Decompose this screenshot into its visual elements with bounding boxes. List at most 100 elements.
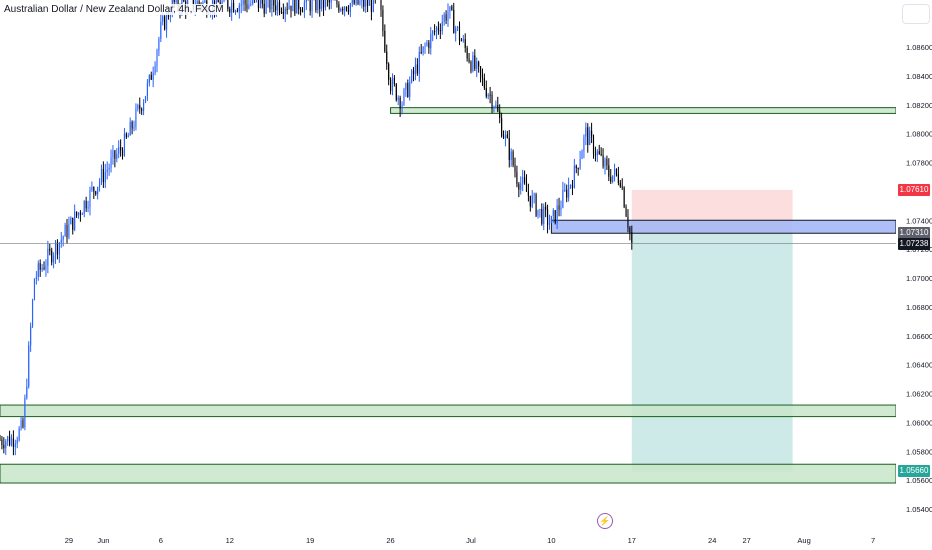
candle [118,140,120,159]
candle [252,0,254,6]
candle [3,437,5,454]
candle-body [31,299,34,326]
sr-zone-1[interactable] [390,107,897,114]
candle [629,225,631,241]
candle [591,122,593,144]
candle-body [418,52,420,74]
candle [610,169,612,185]
candle [28,341,30,389]
candle-body [227,0,229,9]
candle [529,195,531,212]
candle-body [470,62,472,72]
sr-zone-3[interactable] [0,463,897,484]
lightning-icon[interactable]: ⚡ [597,513,613,529]
price-tick-label: 1.07800 [906,159,932,168]
candle-body [234,10,237,12]
candle [31,298,34,328]
candle-body [0,439,1,441]
time-axis[interactable]: 29 Jun 6 12 19 26 Jul 10 17 24 27 Aug 7 [0,529,932,545]
candle-body [87,207,89,209]
candle [62,235,64,247]
candle [374,0,376,4]
candle [359,0,361,6]
candle-body [93,186,95,192]
candle [564,183,566,193]
candle-body [8,436,11,446]
candle [535,192,537,218]
candle-body [625,207,627,217]
candle [449,6,451,19]
sr-zone-2[interactable] [0,404,897,418]
candle-body [468,58,470,63]
candle-body [252,0,254,4]
candle [569,184,572,189]
candle [594,146,596,162]
take-profit-area[interactable] [631,233,793,472]
candle-body [79,212,81,215]
candle [395,83,397,102]
candle-body [43,267,45,270]
candle-body [37,263,39,277]
candle [491,91,493,114]
candle [236,8,238,13]
candle [587,123,589,153]
candle-body [112,150,114,158]
candle [504,130,507,147]
candle [357,0,359,6]
candle [577,167,579,176]
candle [554,210,556,225]
candle [131,120,133,135]
candle-body [319,0,321,9]
candle-body [583,136,585,152]
candle-body [198,1,200,5]
candle-body [250,3,252,5]
candle-body [573,165,575,189]
candle-body [284,8,286,14]
candle-body [623,187,625,208]
candle-body [491,94,493,109]
candle-body [604,159,606,167]
candle-body [24,397,26,428]
candle-body [527,191,529,196]
candle-body [3,444,5,449]
candle [604,157,606,175]
candle [583,134,585,159]
candle-body [562,190,564,208]
candle [248,0,250,10]
price-axis[interactable]: 1.08600 1.08400 1.08200 1.08000 1.07800 1.074… [896,0,932,550]
entry-zone[interactable] [550,219,897,234]
candle [137,103,139,112]
candle-body [269,0,271,10]
candle [183,0,185,3]
candle [66,218,68,244]
candle [426,40,428,47]
candle [60,232,62,248]
candle-body [336,0,338,5]
candle-body [382,9,384,31]
candle [566,184,568,203]
scale-button-icon[interactable] [902,4,930,24]
time-tick-label: 7 [871,536,875,545]
candle-body [53,255,55,263]
candle [121,147,124,160]
candle-body [177,0,179,8]
candle-body [288,5,290,9]
candle [460,37,462,42]
candle [483,73,485,90]
candle-body [20,420,22,429]
candle-body [395,84,397,101]
candle-body [510,151,512,160]
candle-body [365,0,367,7]
candle [18,426,20,442]
candle-body [495,104,497,107]
candle [455,25,457,42]
candle [568,177,570,202]
candle [453,2,455,34]
candle [139,97,141,114]
candle-body [558,205,560,210]
candle-body [351,0,353,4]
candle-body [411,70,413,82]
candle-body [106,169,108,172]
